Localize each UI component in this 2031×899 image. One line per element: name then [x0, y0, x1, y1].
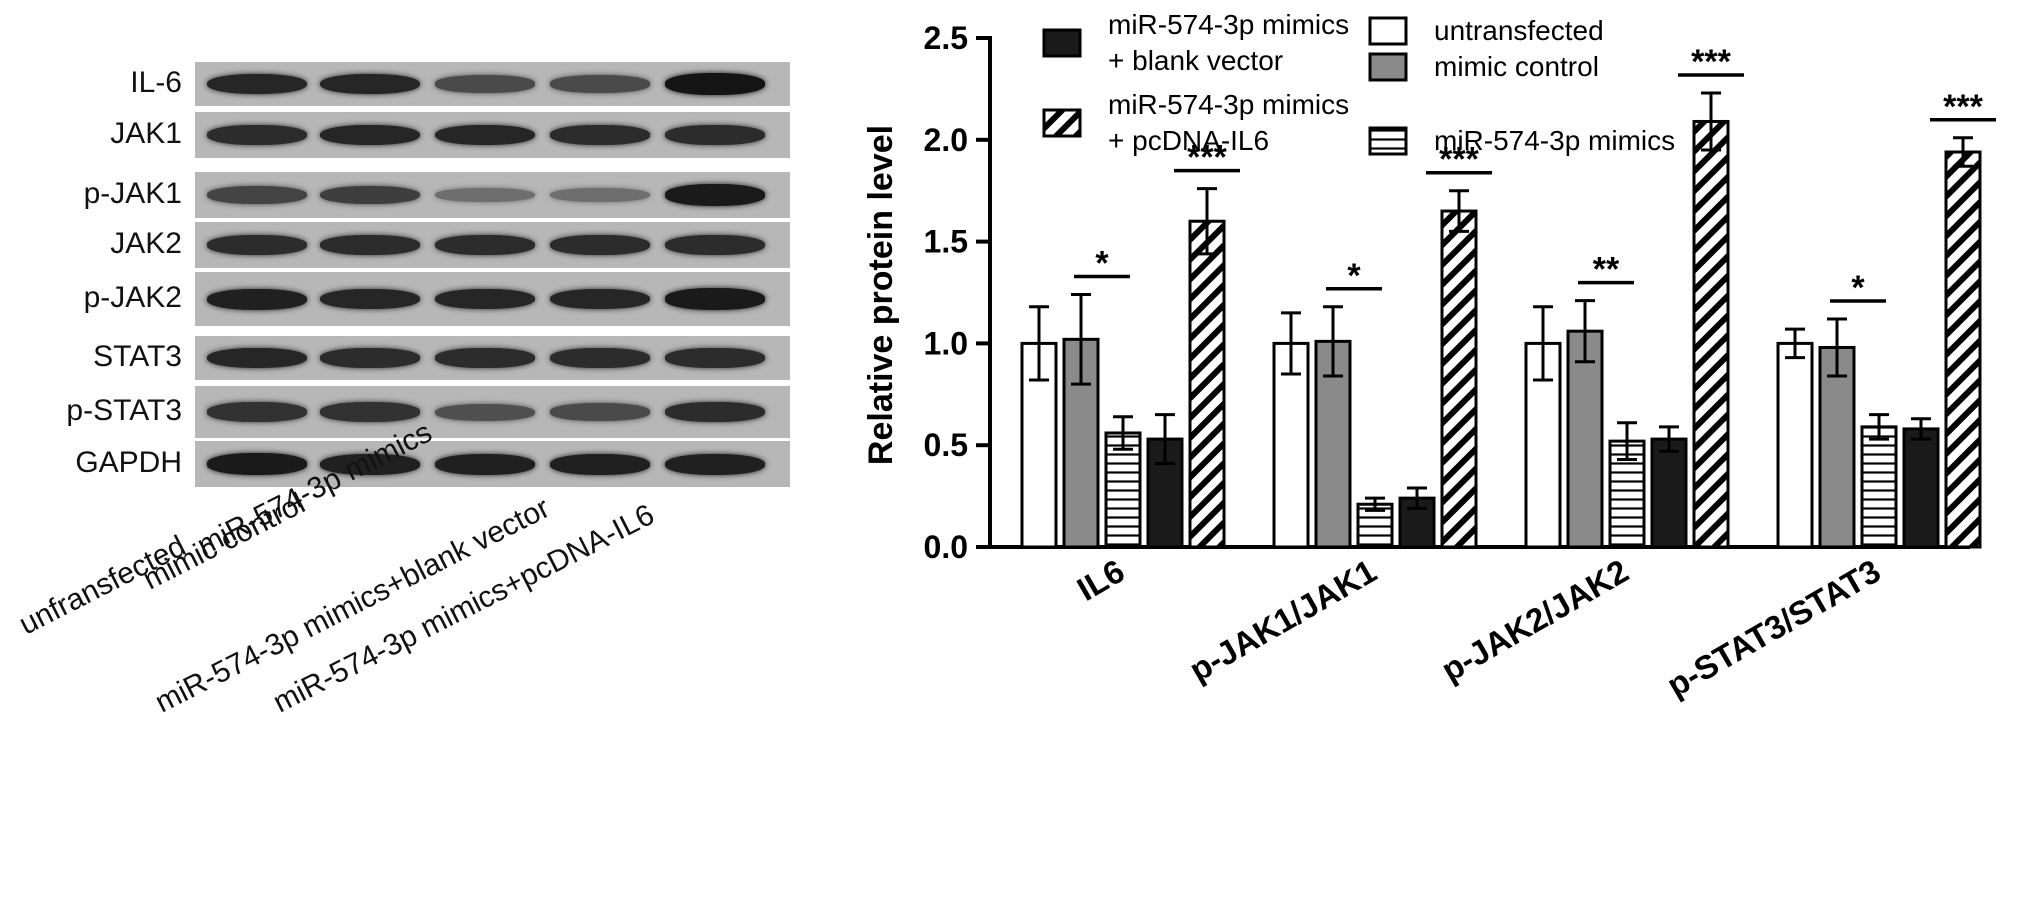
blot-band — [665, 453, 765, 475]
blot-band — [435, 75, 535, 93]
blot-band — [207, 453, 307, 475]
blot-band — [207, 288, 307, 310]
blot-row-label: JAK1 — [110, 117, 182, 150]
blot-band — [320, 348, 420, 368]
blot-band — [320, 453, 420, 475]
category-label: p-JAK2/JAK2 — [1435, 552, 1635, 689]
blot-band — [550, 235, 650, 255]
legend-swatch — [1368, 52, 1408, 82]
bar — [1902, 427, 1940, 549]
significance-label: * — [1851, 269, 1865, 307]
blot-band — [550, 187, 650, 203]
bar — [1566, 329, 1604, 549]
significance-label: *** — [1943, 88, 1983, 126]
blot-row-label: p-JAK1 — [83, 177, 182, 210]
bar — [1524, 341, 1562, 549]
blot-band — [550, 75, 650, 93]
bar — [1146, 437, 1184, 549]
y-axis-label: Relative protein level — [862, 125, 900, 465]
blot-band — [320, 124, 420, 146]
bar — [1188, 219, 1226, 549]
legend-swatch — [1042, 28, 1082, 58]
legend-label: miR-574-3p mimics + blank vector — [1108, 9, 1349, 76]
blot-band — [435, 288, 535, 310]
blot-band — [665, 348, 765, 368]
blot-band — [207, 125, 307, 145]
blot-row-label: IL-6 — [130, 66, 182, 99]
significance-label: * — [1347, 257, 1361, 295]
blot-row-label: JAK2 — [110, 227, 182, 260]
y-tick-label: 1.5 — [924, 224, 968, 260]
blot-row-label: GAPDH — [75, 446, 182, 479]
blot-band — [665, 73, 765, 95]
blot-band — [320, 73, 420, 95]
blot-band — [665, 125, 765, 145]
legend-label: untransfected — [1434, 15, 1604, 46]
blot-band — [320, 235, 420, 255]
blot-band — [435, 187, 535, 203]
blot-band — [435, 348, 535, 368]
bar — [1104, 431, 1142, 549]
bar — [1356, 502, 1394, 549]
bar — [1650, 437, 1688, 549]
blot-band — [435, 403, 535, 421]
blot-band — [435, 124, 535, 146]
bar — [1314, 339, 1352, 549]
blot-band — [550, 288, 650, 310]
significance-label: *** — [1691, 43, 1731, 81]
legend-label: miR-574-3p mimics — [1434, 125, 1675, 156]
bar — [1440, 209, 1478, 549]
blot-band — [207, 402, 307, 422]
bar — [1398, 496, 1436, 549]
y-tick-label: 2.5 — [924, 20, 968, 56]
legend-swatch — [1368, 126, 1408, 156]
blot-band — [207, 347, 307, 369]
y-tick-label: 2.0 — [924, 122, 968, 158]
bar — [1818, 345, 1856, 549]
significance-label: *** — [1439, 141, 1479, 179]
blot-row-label: p-JAK2 — [83, 281, 182, 314]
bar — [1692, 119, 1730, 549]
bar — [1020, 341, 1058, 549]
blot-band — [550, 403, 650, 421]
blot-band — [207, 186, 307, 204]
blot-band — [550, 453, 650, 475]
blot-band — [665, 184, 765, 206]
category-label: p-STAT3/STAT3 — [1661, 552, 1887, 704]
category-label: p-JAK1/JAK1 — [1183, 552, 1383, 689]
blot-band — [435, 235, 535, 255]
significance-label: ** — [1593, 251, 1620, 289]
bar — [1944, 150, 1982, 549]
blot-band — [550, 348, 650, 368]
blot-band — [207, 235, 307, 255]
category-label: IL6 — [1071, 552, 1131, 608]
y-tick-label: 1.0 — [924, 325, 968, 361]
blot-band — [320, 402, 420, 422]
bar — [1272, 341, 1310, 549]
y-tick-label: 0.5 — [924, 427, 968, 463]
legend-label: miR-574-3p mimics + pcDNA-IL6 — [1108, 89, 1349, 156]
blot-row-label: STAT3 — [93, 340, 182, 373]
legend-label: mimic control — [1434, 51, 1599, 82]
bar — [1608, 439, 1646, 549]
legend-swatch — [1042, 108, 1082, 138]
legend-swatch — [1368, 16, 1408, 46]
blot-band — [665, 402, 765, 422]
blot-band — [320, 288, 420, 310]
blot-band — [665, 235, 765, 255]
blot-band — [665, 288, 765, 310]
significance-label: * — [1095, 245, 1109, 283]
bar — [1776, 341, 1814, 549]
bar — [1062, 337, 1100, 549]
blot-band — [550, 125, 650, 145]
significance-label: *** — [1187, 139, 1227, 177]
y-tick-label: 0.0 — [924, 529, 968, 565]
blot-row-label: p-STAT3 — [66, 394, 182, 427]
bar — [1860, 425, 1898, 549]
blot-band — [207, 73, 307, 95]
blot-band — [435, 453, 535, 475]
blot-band — [320, 185, 420, 205]
